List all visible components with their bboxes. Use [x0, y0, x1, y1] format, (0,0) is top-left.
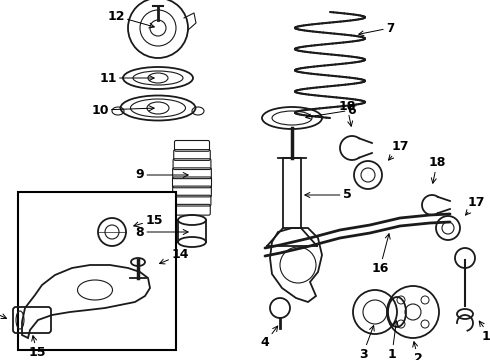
Text: 9: 9 — [136, 168, 188, 181]
Text: 11: 11 — [99, 72, 154, 85]
Text: 15: 15 — [134, 213, 163, 227]
Text: 6: 6 — [306, 104, 356, 119]
Text: 16: 16 — [371, 234, 390, 274]
Text: 15: 15 — [28, 336, 46, 359]
Text: 13: 13 — [0, 302, 6, 319]
Text: 2: 2 — [413, 342, 422, 360]
Text: 12: 12 — [107, 9, 154, 28]
Text: 19: 19 — [479, 321, 490, 342]
Text: 8: 8 — [136, 225, 188, 238]
Text: 1: 1 — [388, 321, 398, 360]
Text: 14: 14 — [160, 248, 189, 264]
Text: 7: 7 — [359, 22, 394, 36]
Text: 3: 3 — [359, 325, 374, 360]
Text: 10: 10 — [91, 104, 154, 117]
Text: 18: 18 — [428, 157, 446, 183]
Bar — [283, 158, 301, 228]
Text: 18: 18 — [338, 99, 356, 126]
Bar — [18, 192, 176, 350]
Text: 17: 17 — [466, 197, 485, 215]
Text: 4: 4 — [261, 326, 278, 350]
Text: 17: 17 — [389, 140, 409, 160]
Text: 5: 5 — [305, 189, 351, 202]
